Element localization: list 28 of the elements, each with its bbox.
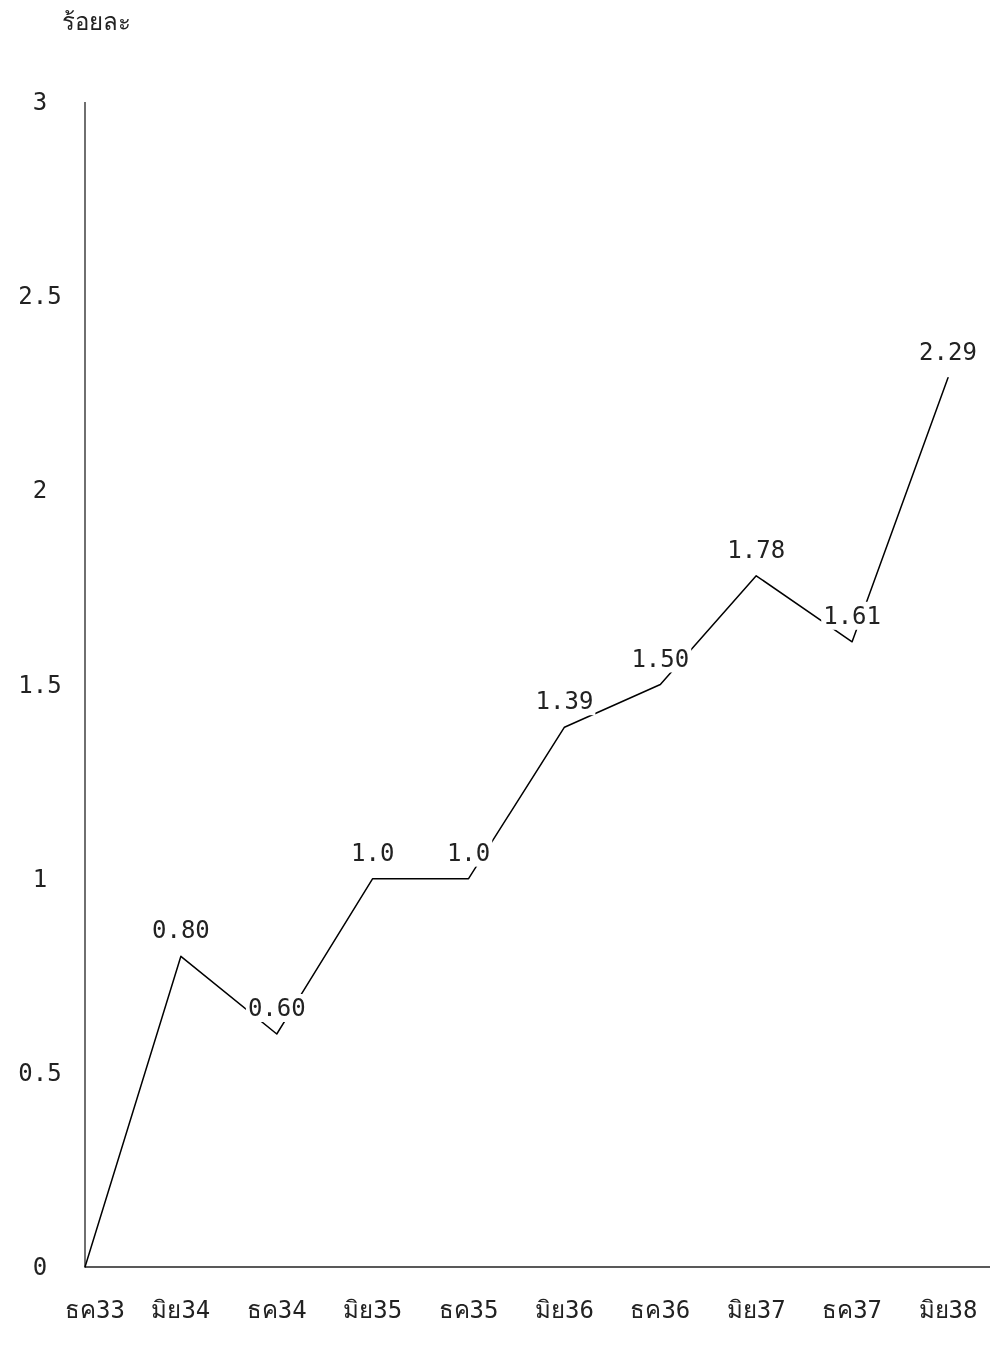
data-label: 1.61 — [823, 601, 882, 630]
x-tick-label: ธค33 — [65, 1296, 125, 1324]
x-tick-label: มิย34 — [151, 1296, 211, 1324]
y-tick-label: 2.5 — [18, 282, 62, 311]
y-tick-label: 1.5 — [18, 670, 62, 699]
x-tick-label: มิย36 — [534, 1296, 594, 1324]
y-axis-title: ร้อยละ — [62, 8, 131, 36]
y-tick-label: 2 — [32, 476, 48, 505]
data-label: 1.39 — [535, 687, 594, 716]
y-tick-label: 0 — [32, 1253, 48, 1281]
x-tick-label: ธค37 — [822, 1296, 883, 1324]
x-tick-label: มิย35 — [343, 1296, 403, 1324]
data-label: 1.0 — [446, 838, 491, 867]
x-tick-label: ธค34 — [246, 1296, 307, 1324]
line-series — [84, 376, 949, 1268]
y-tick-label: 3 — [32, 88, 48, 116]
x-tick-label: ธค36 — [630, 1296, 691, 1324]
y-tick-label: 1 — [32, 864, 48, 893]
data-label: 1.78 — [727, 535, 786, 564]
y-tick-label: 0.5 — [18, 1058, 62, 1087]
data-label: 1.50 — [631, 644, 690, 673]
x-tick-label: มิย38 — [918, 1296, 978, 1324]
x-tick-label: มิย37 — [726, 1296, 786, 1324]
data-label: 1.0 — [350, 838, 395, 867]
data-label: 0.60 — [247, 994, 306, 1022]
data-label: 2.29 — [919, 337, 977, 366]
data-label: 0.80 — [151, 916, 210, 945]
x-tick-label: ธค35 — [438, 1296, 499, 1324]
